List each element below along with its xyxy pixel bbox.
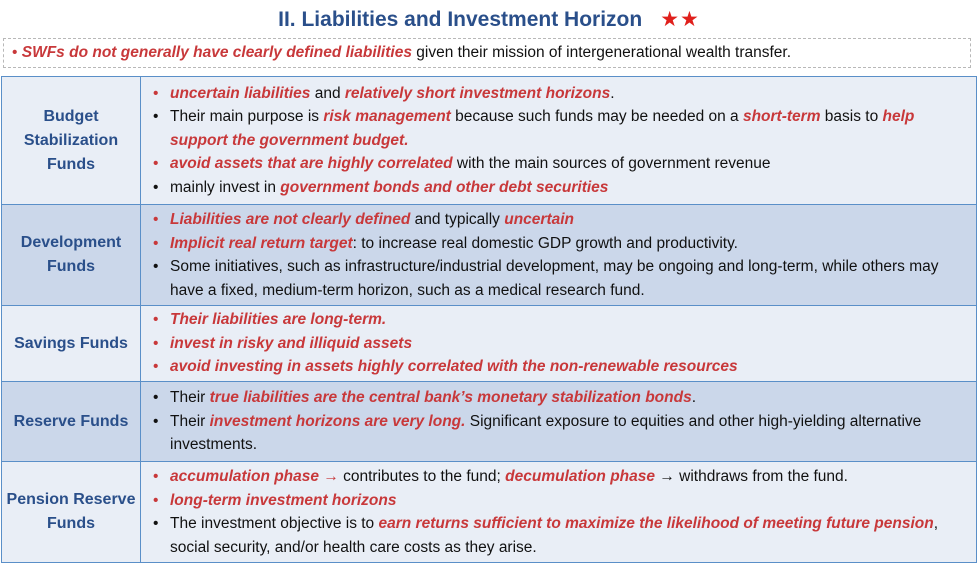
emphasis-text: uncertain liabilities: [170, 84, 311, 102]
emphasis-text: Liabilities are not clearly defined: [170, 211, 411, 228]
emphasis-text: short-term: [742, 108, 821, 126]
emphasis-text: Implicit real return target: [170, 234, 353, 252]
fund-type-label: Savings Funds: [1, 305, 141, 382]
body-text: .: [691, 389, 697, 407]
fund-description: • uncertain liabilities and relatively sh…: [140, 76, 977, 205]
list-item: • mainly invest in government bonds and o…: [149, 176, 968, 200]
fund-type-label: Reserve Funds: [1, 381, 141, 462]
emphasis-text: long-term investment horizons: [170, 491, 397, 509]
bullet-icon: •: [153, 258, 159, 275]
title-text: II. Liabilities and Investment Horizon: [278, 8, 643, 31]
intro-emphasis: SWFs do not generally have clearly defin…: [21, 44, 412, 61]
bullet-icon: •: [153, 334, 159, 352]
list-item: • uncertain liabilities and relatively sh…: [149, 82, 968, 106]
list-item: • long-term investment horizons: [149, 489, 968, 513]
body-text: Their: [170, 412, 210, 430]
bullet-icon: •: [153, 358, 159, 376]
emphasis-text: invest in risky and illiquid assets: [170, 334, 413, 352]
emphasis-text: decumulation phase: [505, 468, 656, 485]
fund-type-label: Pension Reserve Funds: [1, 461, 141, 563]
list-item: • The investment objective is to earn ret…: [149, 512, 968, 559]
bullet-list: • Liabilities are not clearly defined and…: [149, 208, 968, 302]
list-item: • accumulation phase → contributes to the…: [149, 465, 968, 489]
bullet-icon: •: [153, 178, 159, 196]
intro-statement: • SWFs do not generally have clearly def…: [3, 38, 971, 68]
fund-row: Budget Stabilization Funds • uncertain lia…: [1, 76, 977, 205]
list-item: • Liabilities are not clearly defined and…: [149, 208, 968, 232]
emphasis-text: uncertain: [504, 211, 575, 228]
bullet-list: • accumulation phase → contributes to the…: [149, 465, 968, 559]
list-item: • Some initiatives, such as infrastructur…: [149, 255, 968, 302]
fund-description: • Their liabilities are long-term. • invest…: [140, 305, 977, 382]
body-text: because such funds may be needed on a: [450, 108, 743, 126]
body-text: mainly invest in: [170, 178, 281, 196]
fund-description: • accumulation phase → contributes to the…: [140, 461, 977, 563]
bullet-icon: •: [153, 389, 159, 407]
body-text: and typically: [410, 211, 505, 228]
bullet-icon: •: [153, 515, 159, 532]
slide-title: II. Liabilities and Investment Horizon ★★: [0, 5, 978, 35]
bullet-icon: •: [153, 234, 159, 252]
fund-types-table: Budget Stabilization Funds • uncertain lia…: [1, 76, 977, 563]
emphasis-text: earn returns sufficient to maximize the …: [378, 515, 934, 532]
list-item: • invest in risky and illiquid assets: [149, 332, 968, 356]
emphasis-text: avoid assets that are highly correlated: [170, 155, 453, 173]
fund-type-label: Development Funds: [1, 204, 141, 306]
emphasis-text: relatively short investment horizons: [344, 84, 611, 102]
emphasis-text: true liabilities are the central bank’s …: [209, 389, 692, 407]
intro-rest: given their mission of intergenerational…: [411, 44, 792, 61]
emphasis-text: accumulation phase →: [170, 468, 339, 485]
bullet-icon: •: [153, 491, 159, 509]
fund-types-table-body: Budget Stabilization Funds • uncertain lia…: [1, 76, 977, 563]
body-text: Some initiatives, such as infrastructure…: [170, 258, 939, 299]
list-item: • avoid investing in assets highly correl…: [149, 355, 968, 379]
fund-description: • Their true liabilities are the central …: [140, 381, 977, 462]
emphasis-text: Their liabilities are long-term.: [170, 311, 387, 329]
fund-row: Pension Reserve Funds • accumulation phase…: [1, 461, 977, 563]
bullet-icon: •: [153, 468, 159, 485]
bullet-icon: •: [153, 155, 159, 173]
bullet-icon: •: [12, 44, 18, 61]
fund-row: Development Funds • Liabilities are not cl…: [1, 204, 977, 306]
fund-row: Reserve Funds • Their true liabilities are…: [1, 381, 977, 462]
body-text: : to increase real domestic GDP growth a…: [352, 234, 738, 252]
body-text: Significant exposure to equities and oth…: [170, 412, 922, 454]
bullet-icon: •: [153, 108, 159, 126]
body-text: basis to: [820, 108, 883, 126]
emphasis-text: risk management: [323, 108, 451, 126]
bullet-list: • Their liabilities are long-term. • invest…: [149, 308, 968, 379]
body-text: Their main purpose is: [170, 108, 324, 126]
fund-row: Savings Funds • Their liabilities are long…: [1, 305, 977, 382]
list-item: • Their main purpose is risk management b…: [149, 105, 968, 152]
body-text: , social security, and/or health care co…: [170, 515, 939, 556]
body-text: contributes to the fund;: [338, 468, 506, 485]
emphasis-text: help support the government budget.: [170, 108, 915, 149]
list-item: • Implicit real return target: to increas…: [149, 232, 968, 256]
bullet-icon: •: [153, 84, 159, 102]
bullet-icon: •: [153, 412, 159, 430]
emphasis-text: government bonds and other debt securiti…: [280, 178, 609, 196]
bullet-list: • Their true liabilities are the central …: [149, 386, 968, 457]
body-text: and: [310, 84, 345, 102]
emphasis-text: avoid investing in assets highly correla…: [170, 358, 738, 376]
list-item: • avoid assets that are highly correlated…: [149, 152, 968, 176]
emphasis-text: investment horizons are very long.: [209, 412, 466, 430]
importance-stars: ★★: [660, 8, 700, 31]
list-item: • Their investment horizons are very long…: [149, 410, 968, 457]
body-text: → withdraws from the fund.: [655, 468, 848, 485]
body-text: with the main sources of government reve…: [452, 155, 771, 173]
list-item: • Their liabilities are long-term.: [149, 308, 968, 332]
body-text: Their: [170, 389, 210, 407]
bullet-list: • uncertain liabilities and relatively sh…: [149, 82, 968, 200]
body-text: .: [610, 84, 615, 102]
body-text: The investment objective is to: [170, 515, 379, 532]
bullet-icon: •: [153, 311, 159, 329]
fund-description: • Liabilities are not clearly defined and…: [140, 204, 977, 306]
fund-type-label: Budget Stabilization Funds: [1, 76, 141, 205]
bullet-icon: •: [153, 211, 159, 228]
list-item: • Their true liabilities are the central …: [149, 386, 968, 410]
